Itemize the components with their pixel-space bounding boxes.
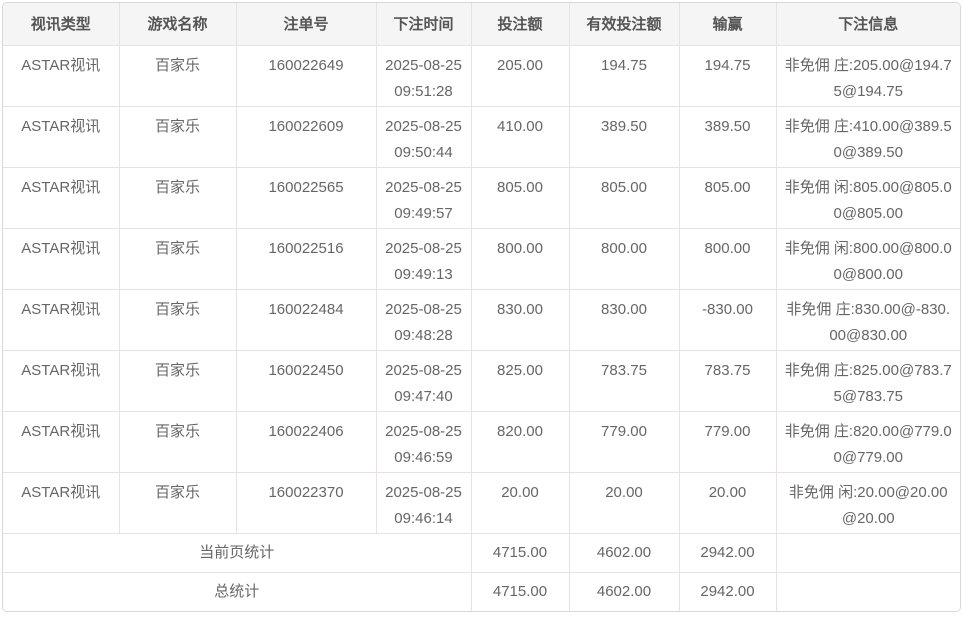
summary-win-loss: 2942.00 [678,532,777,573]
column-header-win-loss: 输赢 [678,3,777,46]
cell-bet-time: 2025-08-25 09:47:40 [375,349,472,412]
cell-game-name: 百家乐 [118,288,237,351]
summary-bet-info [775,532,960,573]
cell-bet-id: 160022649 [235,44,377,107]
cell-valid-amount: 779.00 [568,410,680,473]
column-header-video-type: 视讯类型 [3,3,120,46]
summary-bet-amount: 4715.00 [470,532,570,573]
cell-bet-time: 2025-08-25 09:48:28 [375,288,472,351]
cell-bet-amount: 820.00 [470,410,570,473]
cell-bet-amount: 825.00 [470,349,570,412]
cell-bet-id: 160022516 [235,227,377,290]
cell-valid-amount: 830.00 [568,288,680,351]
cell-game-name: 百家乐 [118,166,237,229]
summary-label: 总统计 [3,571,472,611]
cell-valid-amount: 805.00 [568,166,680,229]
cell-game-name: 百家乐 [118,349,237,412]
cell-bet-info: 非免佣 闲:800.00@800.00@800.00 [775,227,960,290]
cell-bet-amount: 830.00 [470,288,570,351]
cell-valid-amount: 20.00 [568,471,680,534]
summary-bet-amount: 4715.00 [470,571,570,611]
bet-records-table: 视讯类型 游戏名称 注单号 下注时间 投注额 有效投注额 输赢 下注信息 ASTAR视讯 百家乐… [3,3,960,611]
cell-bet-id: 160022609 [235,105,377,168]
summary-row-grand-total: 总统计 4715.00 4602.00 2942.00 [3,571,960,611]
cell-video-type: ASTAR视讯 [3,166,120,229]
cell-game-name: 百家乐 [118,410,237,473]
summary-row-current-page-total: 当前页统计 4715.00 4602.00 2942.00 [3,532,960,573]
cell-bet-id: 160022406 [235,410,377,473]
column-header-bet-info: 下注信息 [775,3,960,46]
table-row: ASTAR视讯 百家乐 160022406 2025-08-25 09:46:59 82… [3,410,960,473]
cell-win-loss: 783.75 [678,349,777,412]
summary-valid-amount: 4602.00 [568,532,680,573]
cell-game-name: 百家乐 [118,227,237,290]
cell-bet-time: 2025-08-25 09:46:14 [375,471,472,534]
cell-bet-time: 2025-08-25 09:46:59 [375,410,472,473]
summary-win-loss: 2942.00 [678,571,777,611]
cell-bet-time: 2025-08-25 09:49:57 [375,166,472,229]
cell-bet-time: 2025-08-25 09:49:13 [375,227,472,290]
cell-valid-amount: 389.50 [568,105,680,168]
cell-bet-amount: 20.00 [470,471,570,534]
table-body: ASTAR视讯 百家乐 160022649 2025-08-25 09:51:28 20… [3,44,960,611]
cell-game-name: 百家乐 [118,471,237,534]
cell-video-type: ASTAR视讯 [3,105,120,168]
cell-video-type: ASTAR视讯 [3,288,120,351]
cell-video-type: ASTAR视讯 [3,44,120,107]
column-header-bet-id: 注单号 [235,3,377,46]
table-row: ASTAR视讯 百家乐 160022370 2025-08-25 09:46:14 20… [3,471,960,534]
cell-bet-amount: 800.00 [470,227,570,290]
cell-bet-id: 160022565 [235,166,377,229]
cell-bet-time: 2025-08-25 09:50:44 [375,105,472,168]
summary-bet-info [775,571,960,611]
table-row: ASTAR视讯 百家乐 160022516 2025-08-25 09:49:13 80… [3,227,960,290]
cell-win-loss: 800.00 [678,227,777,290]
cell-bet-id: 160022484 [235,288,377,351]
cell-bet-info: 非免佣 庄:830.00@-830.00@830.00 [775,288,960,351]
cell-video-type: ASTAR视讯 [3,410,120,473]
cell-bet-amount: 410.00 [470,105,570,168]
cell-video-type: ASTAR视讯 [3,349,120,412]
cell-bet-info: 非免佣 庄:410.00@389.50@389.50 [775,105,960,168]
cell-bet-id: 160022370 [235,471,377,534]
table-row: ASTAR视讯 百家乐 160022649 2025-08-25 09:51:28 20… [3,44,960,107]
cell-bet-time: 2025-08-25 09:51:28 [375,44,472,107]
cell-win-loss: 779.00 [678,410,777,473]
cell-bet-info: 非免佣 庄:205.00@194.75@194.75 [775,44,960,107]
summary-label: 当前页统计 [3,532,472,573]
cell-bet-info: 非免佣 闲:20.00@20.00@20.00 [775,471,960,534]
cell-bet-id: 160022450 [235,349,377,412]
cell-win-loss: -830.00 [678,288,777,351]
cell-bet-amount: 805.00 [470,166,570,229]
cell-win-loss: 20.00 [678,471,777,534]
table-row: ASTAR视讯 百家乐 160022450 2025-08-25 09:47:40 82… [3,349,960,412]
cell-bet-info: 非免佣 庄:825.00@783.75@783.75 [775,349,960,412]
cell-video-type: ASTAR视讯 [3,227,120,290]
column-header-bet-time: 下注时间 [375,3,472,46]
cell-valid-amount: 194.75 [568,44,680,107]
column-header-bet-amount: 投注额 [470,3,570,46]
column-header-valid-amount: 有效投注额 [568,3,680,46]
cell-game-name: 百家乐 [118,44,237,107]
cell-video-type: ASTAR视讯 [3,471,120,534]
table-row: ASTAR视讯 百家乐 160022565 2025-08-25 09:49:57 80… [3,166,960,229]
cell-win-loss: 194.75 [678,44,777,107]
cell-valid-amount: 800.00 [568,227,680,290]
cell-win-loss: 389.50 [678,105,777,168]
cell-valid-amount: 783.75 [568,349,680,412]
cell-bet-amount: 205.00 [470,44,570,107]
table-head: 视讯类型 游戏名称 注单号 下注时间 投注额 有效投注额 输赢 下注信息 [3,3,960,46]
table-header-row: 视讯类型 游戏名称 注单号 下注时间 投注额 有效投注额 输赢 下注信息 [3,3,960,46]
cell-win-loss: 805.00 [678,166,777,229]
cell-bet-info: 非免佣 庄:820.00@779.00@779.00 [775,410,960,473]
table-row: ASTAR视讯 百家乐 160022484 2025-08-25 09:48:28 83… [3,288,960,351]
cell-game-name: 百家乐 [118,105,237,168]
summary-valid-amount: 4602.00 [568,571,680,611]
cell-bet-info: 非免佣 闲:805.00@805.00@805.00 [775,166,960,229]
column-header-game-name: 游戏名称 [118,3,237,46]
table-row: ASTAR视讯 百家乐 160022609 2025-08-25 09:50:44 41… [3,105,960,168]
